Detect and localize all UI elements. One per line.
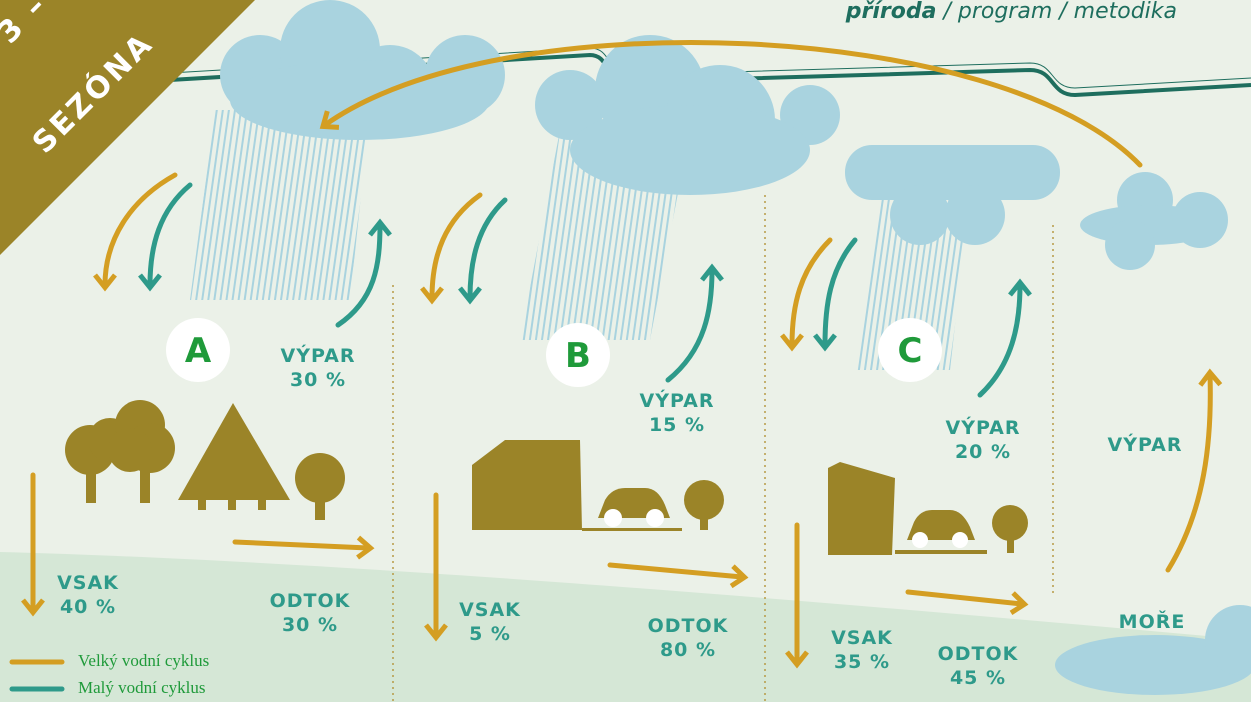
value: 20 % (955, 441, 1011, 463)
label: ODTOK (648, 615, 729, 637)
legend-text: Malý vodní cyklus (78, 678, 206, 697)
rain-arrow (105, 175, 175, 285)
value: 5 % (469, 623, 511, 645)
label: VSAK (57, 572, 119, 594)
evaporation-arrow (980, 285, 1020, 395)
evaporation-arrow (668, 270, 712, 380)
label: VÝPAR (1108, 432, 1183, 456)
label: VÝPAR (640, 388, 715, 412)
label: ODTOK (938, 643, 1019, 665)
value: 30 % (282, 614, 338, 636)
header-bold: příroda (845, 0, 937, 24)
runoff-arrow (908, 592, 1022, 604)
header-rest: / program / metodika (936, 0, 1177, 24)
runoff-arrow (235, 542, 368, 548)
label: MOŘE (1119, 610, 1186, 633)
label: VSAK (459, 599, 521, 621)
rain-arrow (825, 240, 855, 345)
value: 30 % (290, 369, 346, 391)
rain-arrow (150, 185, 190, 285)
label: VSAK (831, 627, 893, 649)
town (828, 462, 1028, 555)
panel-letter: A (185, 331, 212, 371)
label: VÝPAR (281, 343, 356, 367)
panel-letter: B (565, 336, 591, 376)
label: ODTOK (270, 590, 351, 612)
diagram: 3 – 39 SEZÓNA příroda / program / metodi… (0, 0, 1251, 702)
forest (65, 400, 345, 520)
value: 80 % (660, 639, 716, 661)
value: 40 % (60, 596, 116, 618)
value: 35 % (834, 651, 890, 673)
label: VÝPAR (946, 415, 1021, 439)
header: příroda / program / metodika (845, 0, 1177, 24)
town (472, 440, 724, 531)
runoff-arrow (610, 565, 742, 577)
rain-arrow (470, 200, 505, 298)
sea-evaporation-arrow (1168, 375, 1210, 570)
cloud (1080, 172, 1228, 270)
value: 45 % (950, 667, 1006, 689)
panel-letter: C (898, 331, 923, 371)
page: {"header": {"title_bold": "příroda", "ti… (0, 0, 1251, 702)
value: 15 % (649, 414, 705, 436)
legend-text: Velký vodní cyklus (78, 651, 209, 670)
